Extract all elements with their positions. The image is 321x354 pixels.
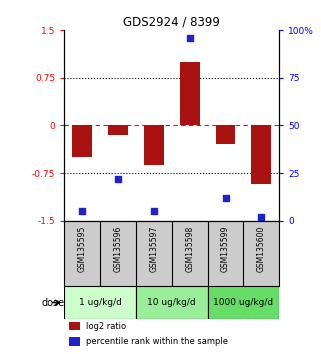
Text: GSM135598: GSM135598 <box>185 226 194 272</box>
Bar <box>144 125 164 165</box>
Bar <box>72 125 92 157</box>
Text: GSM135599: GSM135599 <box>221 226 230 272</box>
Point <box>116 176 121 182</box>
Bar <box>64 286 136 319</box>
Title: GDS2924 / 8399: GDS2924 / 8399 <box>123 16 220 29</box>
Bar <box>108 125 128 135</box>
Bar <box>216 125 235 144</box>
Bar <box>136 286 208 319</box>
Text: GSM135597: GSM135597 <box>149 226 158 272</box>
Text: dose: dose <box>41 298 64 308</box>
Text: GSM135596: GSM135596 <box>113 226 123 272</box>
Bar <box>180 62 200 125</box>
Bar <box>68 337 80 346</box>
Point <box>259 214 264 220</box>
Text: 1 ug/kg/d: 1 ug/kg/d <box>79 298 121 307</box>
Point <box>151 208 156 214</box>
Text: GSM135600: GSM135600 <box>257 226 266 272</box>
Point <box>187 35 192 41</box>
Text: 1000 ug/kg/d: 1000 ug/kg/d <box>213 298 273 307</box>
Text: 10 ug/kg/d: 10 ug/kg/d <box>147 298 196 307</box>
Text: log2 ratio: log2 ratio <box>86 321 126 331</box>
Bar <box>208 286 279 319</box>
Bar <box>251 125 271 184</box>
Text: percentile rank within the sample: percentile rank within the sample <box>86 337 228 346</box>
Point <box>223 195 228 201</box>
Bar <box>68 322 80 330</box>
Point <box>80 208 85 214</box>
Text: GSM135595: GSM135595 <box>78 226 87 272</box>
